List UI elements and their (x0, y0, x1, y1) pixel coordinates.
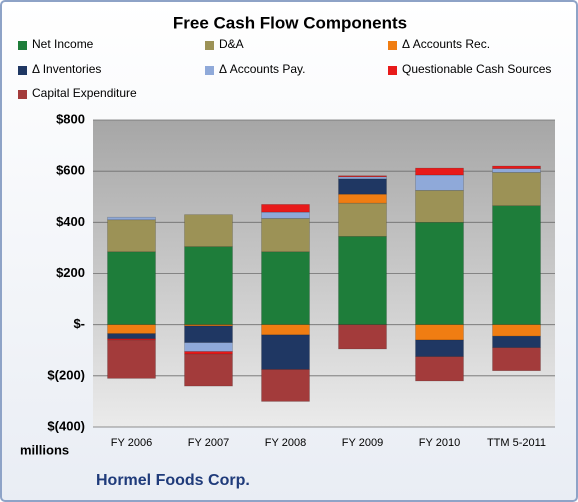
legend-label: Δ Inventories (32, 62, 101, 76)
legend-label: Capital Expenditure (32, 86, 137, 100)
legend-swatch (205, 41, 214, 50)
bar-segment (338, 178, 387, 195)
x-tick-label: FY 2009 (342, 437, 383, 449)
bar-segment (261, 211, 310, 219)
bar-segment (261, 369, 310, 402)
x-tick-label: FY 2007 (188, 437, 229, 449)
y-tick-label: $600 (56, 163, 85, 178)
y-tick-label: $(400) (47, 418, 85, 433)
legend-swatch (388, 41, 397, 50)
bar-segment (184, 351, 233, 355)
units-label: millions (20, 442, 69, 457)
legend-swatch (388, 66, 397, 75)
bar-segment (338, 236, 387, 325)
bar-segment (261, 334, 310, 370)
bar-segment (184, 246, 233, 325)
footer: Hormel Foods Corp. (96, 472, 250, 489)
bar-segment (338, 176, 387, 180)
x-tick-label: FY 2010 (419, 437, 460, 449)
bar-segment (415, 167, 464, 176)
bar-segment (184, 353, 233, 387)
y-tick-label: $- (73, 316, 85, 331)
bar-segment (184, 214, 233, 247)
bar-segment (415, 339, 464, 357)
legend-label: Questionable Cash Sources (402, 62, 551, 76)
legend-label: D&A (219, 37, 244, 51)
x-tick-label: FY 2008 (265, 437, 306, 449)
bar-segment (261, 324, 310, 336)
bar-segment (415, 222, 464, 325)
bar-segment (415, 356, 464, 382)
bar-segment (107, 324, 156, 334)
bar-segment (492, 205, 541, 325)
y-tick-label: $800 (56, 111, 85, 126)
x-tick-label: FY 2006 (111, 437, 152, 449)
bar-segment (338, 175, 387, 178)
bar-segment (261, 218, 310, 253)
bar-segment (492, 335, 541, 348)
legend-swatch (18, 90, 27, 99)
bar-segment (184, 325, 233, 343)
bar-segment (261, 204, 310, 213)
y-tick-label: $(200) (47, 367, 85, 382)
bar-segment (415, 190, 464, 223)
legend-label: Δ Accounts Pay. (219, 62, 306, 76)
bar-segment (492, 347, 541, 372)
bar-segment (492, 172, 541, 207)
bar-segment (184, 342, 233, 352)
bar-segment (107, 216, 156, 221)
bar-segment (107, 339, 156, 379)
chart-title: Free Cash Flow Components (173, 13, 407, 32)
legend-label: Δ Accounts Rec. (402, 37, 490, 51)
legend-swatch (18, 66, 27, 75)
y-tick-label: $200 (56, 265, 85, 280)
bar-segment (261, 251, 310, 325)
bar-segment (338, 324, 387, 350)
bar-segment (338, 193, 387, 204)
x-tick-label: TTM 5-2011 (487, 437, 546, 449)
bar-segment (415, 324, 464, 341)
y-tick-label: $400 (56, 214, 85, 229)
bar-segment (338, 202, 387, 237)
legend-swatch (205, 66, 214, 75)
bar-segment (492, 168, 541, 173)
legend-swatch (18, 41, 27, 50)
bar-segment (492, 165, 541, 169)
bar-segment (107, 219, 156, 253)
bar-segment (107, 251, 156, 325)
legend-label: Net Income (32, 37, 94, 51)
bar-segment (415, 174, 464, 191)
bar-segment (107, 333, 156, 340)
bar-segment (492, 324, 541, 337)
